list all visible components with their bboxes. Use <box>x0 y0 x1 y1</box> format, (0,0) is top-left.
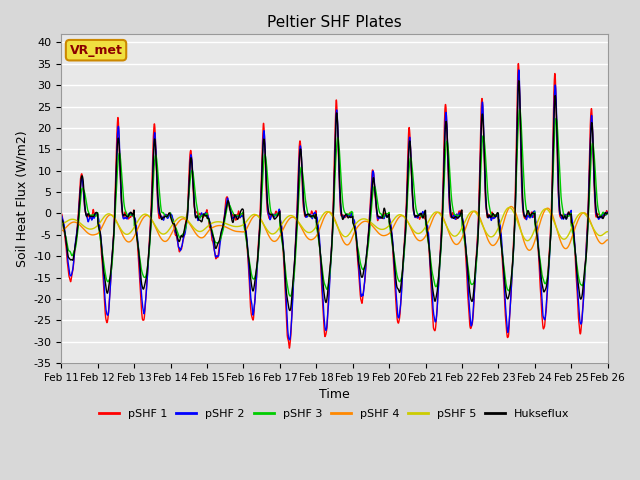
pSHF 4 <box>525 247 533 253</box>
Legend: pSHF 1, pSHF 2, pSHF 3, pSHF 4, pSHF 5, Hukseflux: pSHF 1, pSHF 2, pSHF 3, pSHF 4, pSHF 5, … <box>95 405 574 423</box>
pSHF 3 <box>388 238 396 244</box>
pSHF 2 <box>604 210 611 216</box>
Hukseflux <box>210 236 218 242</box>
pSHF 1 <box>210 246 218 252</box>
Title: Peltier SHF Plates: Peltier SHF Plates <box>267 15 402 30</box>
pSHF 2 <box>286 337 294 343</box>
Text: VR_met: VR_met <box>70 44 122 57</box>
Line: pSHF 1: pSHF 1 <box>61 63 607 348</box>
pSHF 1 <box>388 233 396 239</box>
Hukseflux <box>388 233 396 239</box>
pSHF 5 <box>58 221 65 227</box>
pSHF 1 <box>604 209 611 215</box>
Hukseflux <box>58 216 65 221</box>
pSHF 5 <box>388 219 396 225</box>
pSHF 3 <box>397 276 405 281</box>
pSHF 4 <box>604 237 611 243</box>
pSHF 5 <box>175 215 182 221</box>
pSHF 3 <box>287 293 294 299</box>
Hukseflux <box>175 238 182 243</box>
Hukseflux <box>604 210 611 216</box>
pSHF 1 <box>285 345 293 351</box>
pSHF 2 <box>552 93 560 98</box>
pSHF 2 <box>515 67 523 73</box>
Line: pSHF 2: pSHF 2 <box>61 70 607 340</box>
Hukseflux <box>552 103 560 108</box>
pSHF 5 <box>524 238 531 244</box>
pSHF 1 <box>397 288 405 293</box>
pSHF 4 <box>58 228 65 234</box>
pSHF 3 <box>516 107 524 112</box>
pSHF 4 <box>210 224 218 230</box>
pSHF 1 <box>515 60 522 66</box>
pSHF 4 <box>175 219 182 225</box>
pSHF 3 <box>604 211 611 217</box>
pSHF 2 <box>175 244 182 250</box>
pSHF 5 <box>210 219 218 225</box>
pSHF 1 <box>604 209 611 215</box>
Line: pSHF 5: pSHF 5 <box>61 207 607 241</box>
pSHF 2 <box>58 213 65 218</box>
pSHF 3 <box>604 211 611 216</box>
pSHF 4 <box>552 224 560 229</box>
Hukseflux <box>515 78 523 84</box>
pSHF 5 <box>604 229 611 235</box>
pSHF 3 <box>210 236 218 241</box>
pSHF 4 <box>604 237 611 243</box>
pSHF 2 <box>397 292 405 298</box>
pSHF 2 <box>604 210 611 216</box>
pSHF 1 <box>58 211 65 216</box>
pSHF 4 <box>508 204 515 209</box>
pSHF 1 <box>175 243 182 249</box>
pSHF 5 <box>552 224 560 230</box>
pSHF 4 <box>397 213 405 219</box>
Y-axis label: Soil Heat Flux (W/m2): Soil Heat Flux (W/m2) <box>15 130 28 267</box>
Hukseflux <box>397 279 405 285</box>
pSHF 2 <box>210 243 218 249</box>
Line: Hukseflux: Hukseflux <box>61 81 607 311</box>
pSHF 3 <box>552 116 560 121</box>
pSHF 3 <box>175 232 182 238</box>
pSHF 5 <box>397 212 405 218</box>
Hukseflux <box>286 308 294 313</box>
pSHF 2 <box>388 230 396 236</box>
pSHF 4 <box>388 228 396 233</box>
pSHF 3 <box>58 217 65 223</box>
Hukseflux <box>604 210 611 216</box>
pSHF 5 <box>604 229 611 235</box>
pSHF 1 <box>552 97 560 103</box>
Line: pSHF 4: pSHF 4 <box>61 206 607 250</box>
Line: pSHF 3: pSHF 3 <box>61 109 607 296</box>
pSHF 5 <box>506 204 513 210</box>
X-axis label: Time: Time <box>319 388 350 401</box>
